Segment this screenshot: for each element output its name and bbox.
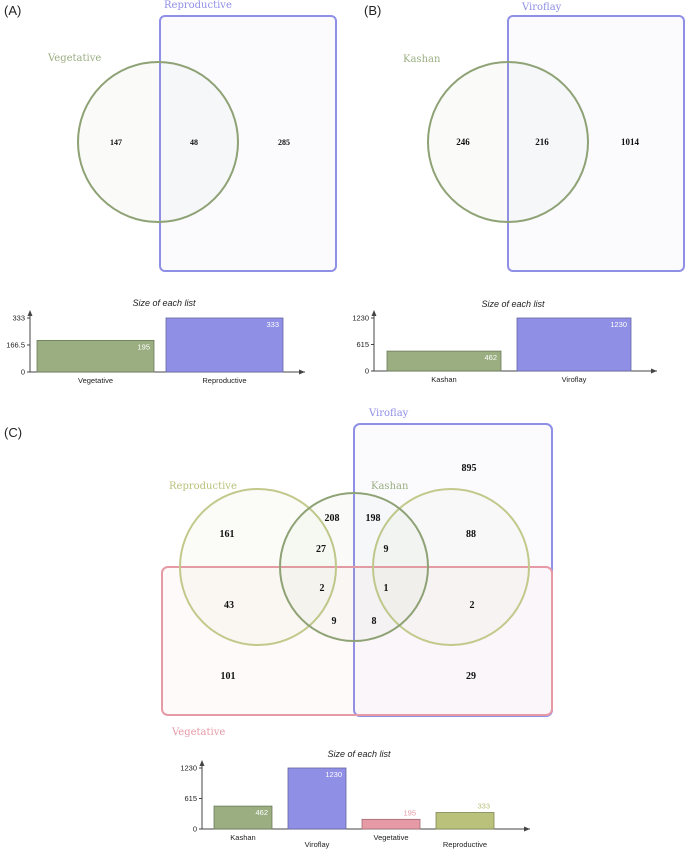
bar-value-label: 462 [255, 808, 268, 817]
venn-c-count-r14: 101 [221, 671, 236, 682]
venn-c-kashan-circle [279, 492, 429, 642]
venn-c-reproductive-label: Reproductive [169, 481, 237, 492]
y-axis-arrow [199, 760, 205, 766]
venn-c-reproductive-circle-left [179, 488, 337, 646]
bar-value-label: 462 [484, 353, 497, 362]
y-tick-label: 166.5 [6, 341, 25, 350]
category-label: Kashan [431, 375, 456, 384]
y-tick-label: 0 [21, 368, 25, 377]
bar-kashan [213, 805, 273, 830]
venn-c-count-r6: 27 [316, 544, 326, 555]
venn-c-count-r5: 88 [466, 529, 476, 540]
bar-chart-c: Size of each list 0 615 1230 462 Kashan 1230 V… [180, 749, 530, 849]
venn-b-viroflay-box [507, 15, 685, 272]
venn-b-viroflay-label: Viroflay [521, 2, 562, 13]
venn-c-count-r11: 2 [470, 600, 475, 611]
x-axis-arrow [524, 826, 530, 832]
bar-value-label: 333 [266, 320, 279, 329]
venn-c-kashan-label: Kashan [371, 481, 409, 492]
venn-b-count-viroflay-only: 1014 [621, 137, 640, 147]
venn-a-count-vegetative-only: 147 [110, 138, 122, 147]
venn-c-count-r3: 208 [325, 513, 340, 524]
chart-b-title: Size of each list [481, 299, 545, 309]
bar-value-label: 195 [403, 808, 416, 817]
venn-b-kashan-circle [427, 61, 589, 223]
panel-b: (B) Kashan Viroflay 246 216 1014 [364, 2, 685, 272]
bar-viroflay [516, 317, 632, 372]
bar-chart-b: Size of each list 0 615 1230 462 Kashan 1230 V… [352, 299, 657, 384]
venn-b-kashan-label: Kashan [403, 54, 441, 65]
category-label: Viroflay [305, 840, 330, 849]
y-tick-label: 615 [356, 340, 369, 349]
venn-b-count-shared: 216 [535, 137, 549, 147]
venn-c-count-r12: 9 [332, 616, 337, 627]
bar-value-label: 1230 [325, 770, 342, 779]
panel-c-label: (C) [4, 425, 22, 440]
venn-c-count-r9: 2 [320, 583, 325, 594]
y-tick-label: 615 [184, 794, 197, 803]
venn-c-count-r1: 895 [462, 463, 477, 474]
bar-value-label: 333 [477, 801, 490, 810]
category-label: Vegetative [78, 376, 113, 385]
y-axis-arrow [27, 310, 33, 316]
category-label: Viroflay [562, 375, 587, 384]
category-label: Vegetative [373, 833, 408, 842]
category-label: Kashan [230, 833, 255, 842]
venn-a-count-shared: 48 [190, 138, 198, 147]
panel-b-label: (B) [364, 3, 381, 18]
venn-c-count-r13: 8 [372, 616, 377, 627]
category-label: Reproductive [202, 376, 246, 385]
y-tick-label: 1230 [352, 314, 369, 323]
venn-c-count-r15: 29 [466, 671, 476, 682]
category-label: Reproductive [443, 840, 487, 849]
bar-reproductive [435, 812, 495, 830]
venn-c-viroflay-label: Viroflay [368, 408, 409, 419]
x-axis-arrow [299, 369, 305, 375]
y-tick-label: 333 [12, 314, 25, 323]
bar-vegetative [361, 818, 421, 830]
venn-c-vegetative-label: Vegetative [171, 727, 225, 738]
panel-c: (C) Viroflay Reproductive Kashan Vegetat… [4, 408, 553, 738]
y-axis-arrow [371, 310, 377, 316]
venn-a-vegetative-label: Vegetative [47, 53, 101, 64]
venn-c-reproductive-circle-right [372, 488, 530, 646]
y-tick-label: 1230 [180, 764, 197, 773]
y-tick-label: 0 [193, 825, 197, 834]
venn-c-count-r4: 198 [366, 513, 381, 524]
bar-chart-a: Size of each list 0 166.5 333 195 Vegetative… [6, 298, 305, 385]
venn-a-count-reproductive-only: 285 [278, 138, 290, 147]
chart-a-title: Size of each list [132, 298, 196, 308]
venn-c-count-r8: 43 [224, 600, 234, 611]
panel-a: (A) Vegetative Reproductive 147 48 285 [4, 0, 337, 272]
venn-a-reproductive-label: Reproductive [164, 0, 232, 11]
venn-a-vegetative-circle [77, 61, 239, 223]
venn-b-count-kashan-only: 246 [456, 137, 470, 147]
bar-vegetative [36, 339, 155, 373]
venn-c-count-r2: 161 [220, 529, 235, 540]
bar-value-label: 195 [137, 342, 150, 351]
bar-viroflay [287, 767, 347, 830]
bar-value-label: 1230 [610, 320, 627, 329]
x-axis-arrow [651, 368, 657, 374]
bar-kashan [386, 350, 502, 372]
panel-a-label: (A) [4, 3, 21, 18]
venn-c-count-r7: 9 [384, 544, 389, 555]
bar-reproductive [165, 317, 284, 373]
venn-c-count-r10: 1 [384, 583, 389, 594]
y-tick-label: 0 [365, 367, 369, 376]
chart-c-title: Size of each list [327, 749, 391, 759]
